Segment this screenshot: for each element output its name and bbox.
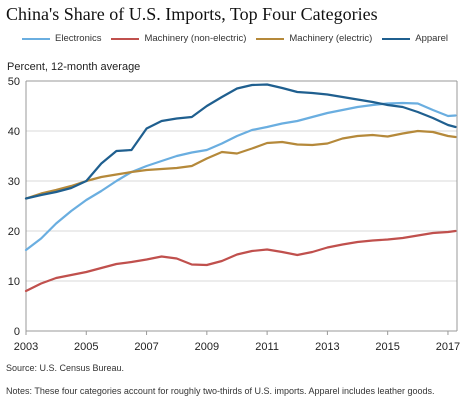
x-tick-label: 2011 [255, 341, 279, 353]
legend-swatch-machinery-electric [256, 37, 285, 40]
x-tick-labels: 2003 2005 2007 2009 2011 2013 2015 2017 [14, 331, 460, 353]
x-tick-label: 2017 [436, 341, 460, 353]
legend-swatch-electronics [22, 37, 50, 40]
x-tick-label: 2007 [134, 341, 158, 353]
y-tick-label: 50 [8, 76, 20, 88]
series-line-machinery-electric [24, 129, 457, 200]
legend-label-machinery-non-electric: Machinery (non-electric) [144, 33, 247, 44]
source-note: Source: U.S. Census Bureau. [6, 363, 125, 373]
series-line-machinery-non-electric [24, 229, 457, 293]
x-tick-label: 2015 [375, 341, 399, 353]
y-tick-labels: 0 10 20 30 40 50 [8, 76, 20, 338]
legend-item-electronics: Electronics [22, 33, 101, 44]
y-tick-label: 20 [8, 226, 20, 238]
series-line-apparel [24, 83, 457, 200]
x-tick-label: 2003 [14, 341, 38, 353]
series-line-electronics [24, 101, 457, 252]
y-axis-label: Percent, 12-month average [7, 61, 141, 73]
footnote: Notes: These four categories account for… [6, 386, 435, 396]
y-tick-label: 0 [14, 326, 20, 338]
y-tick-label: 30 [8, 176, 20, 188]
legend-swatch-machinery-non-electric [111, 37, 140, 40]
x-tick-label: 2009 [195, 341, 219, 353]
legend-item-machinery-electric: Machinery (electric) [256, 33, 372, 44]
chart-title: China's Share of U.S. Imports, Top Four … [6, 4, 378, 24]
legend-item-machinery-non-electric: Machinery (non-electric) [111, 33, 246, 44]
chart-legend: Electronics Machinery (non-electric) Mac… [22, 33, 458, 44]
y-tick-label: 40 [8, 126, 20, 138]
legend-label-electronics: Electronics [55, 33, 102, 44]
x-tick-label: 2013 [315, 341, 339, 353]
grid-lines [25, 80, 458, 332]
series-lines [24, 83, 457, 293]
x-tick-label: 2005 [74, 341, 98, 353]
legend-swatch-apparel [382, 37, 411, 40]
legend-item-apparel: Apparel [382, 33, 448, 44]
legend-label-apparel: Apparel [415, 33, 449, 44]
y-tick-label: 10 [8, 276, 20, 288]
legend-label-machinery-electric: Machinery (electric) [289, 33, 373, 44]
